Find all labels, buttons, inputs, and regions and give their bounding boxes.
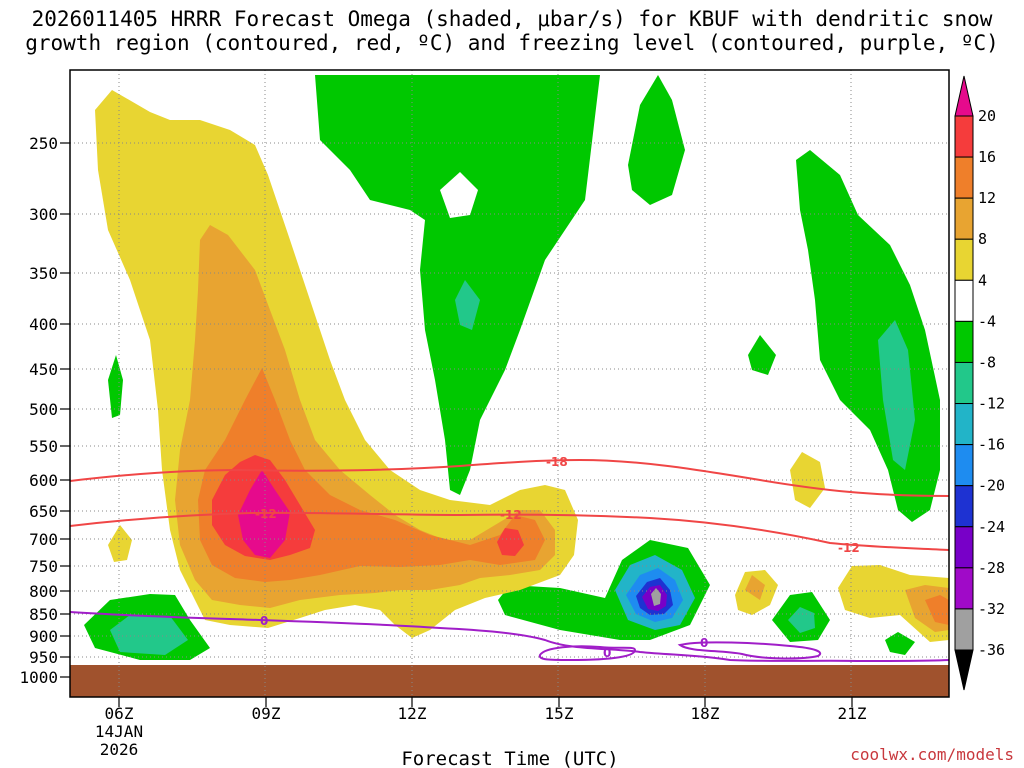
omega-area-gray-core — [651, 588, 661, 606]
omega-shading — [70, 75, 949, 697]
omega-area-green-peak — [628, 75, 685, 205]
x-tick-date-label: 14JAN — [95, 722, 143, 741]
y-tick-label: 800 — [29, 582, 58, 601]
colorbar-label: 20 — [978, 107, 996, 125]
y-tick-label: 550 — [29, 437, 58, 456]
omega-area-yellow-right-blob — [790, 452, 825, 508]
omega-area-yellow-small-left — [108, 525, 132, 562]
y-tick-label: 350 — [29, 264, 58, 283]
omega-area-green-small — [748, 335, 776, 375]
colorbar-label: -28 — [978, 559, 1005, 577]
colorbar-segment — [954, 444, 974, 487]
omega-area-green-tiny — [885, 632, 915, 655]
freezing-label-0-left: 0 — [260, 614, 268, 628]
colorbar-segment — [954, 361, 974, 405]
omega-area-teal-upper — [455, 280, 480, 330]
y-axis: 250 300 350 400 450 500 550 600 650 700 750 800 850 9… — [19, 134, 70, 687]
freezing-contour-main — [70, 611, 949, 663]
colorbar-label: -16 — [978, 436, 1005, 454]
y-tick-label: 250 — [29, 134, 58, 153]
y-tick-label: 650 — [29, 502, 58, 521]
freezing-label-0-mid: 0 — [603, 646, 611, 660]
colorbar-segment — [954, 526, 974, 569]
x-tick-label: 21Z — [838, 704, 867, 723]
colorbar-label: -4 — [978, 312, 996, 330]
chart-title-line-2: growth region (contoured, red, ºC) and f… — [25, 31, 999, 55]
y-tick-label: 950 — [29, 648, 58, 667]
freezing-contour-loop1 — [538, 645, 637, 662]
y-tick-label: 500 — [29, 400, 58, 419]
omega-area-red-small — [497, 528, 524, 556]
omega-area-teal-right — [878, 320, 915, 470]
colorbar-label: 12 — [978, 189, 996, 207]
colorbar-label: -36 — [978, 641, 1005, 659]
y-tick-label: 600 — [29, 471, 58, 490]
colorbar-segment — [954, 485, 974, 528]
dgz-contour-minus12 — [70, 511, 949, 551]
y-tick-label: 1000 — [19, 668, 58, 687]
x-tick-year-label: 2026 — [100, 740, 139, 759]
omega-area-green-upper — [315, 75, 600, 495]
colorbar-segment — [954, 279, 974, 322]
grid-lines — [70, 70, 949, 697]
dgz-label-minus18: -18 — [546, 455, 568, 469]
colorbar-segment — [954, 320, 974, 363]
x-tick-label: 09Z — [252, 704, 281, 723]
colorbar-label: 16 — [978, 148, 996, 166]
colorbar-segment — [954, 238, 974, 281]
colorbar-label: -20 — [978, 477, 1005, 495]
colorbar-segment — [954, 567, 974, 610]
y-tick-label: 300 — [29, 205, 58, 224]
omega-area-gold-right — [745, 575, 765, 600]
colorbar-label: -12 — [978, 395, 1005, 413]
omega-area-orange-right — [925, 595, 949, 625]
y-tick-label: 900 — [29, 627, 58, 646]
y-tick-label: 700 — [29, 530, 58, 549]
colorbar-label: -8 — [978, 353, 996, 371]
dgz-label-minus12-mid: -12 — [500, 508, 522, 522]
source-credit: coolwx.com/models — [850, 745, 1014, 764]
chart-title-line-1: 2026011405 HRRR Forecast Omega (shaded, … — [31, 7, 993, 31]
colorbar-segment-bottom — [954, 649, 974, 691]
colorbar-segment — [954, 197, 974, 240]
colorbar-segment — [954, 608, 974, 651]
x-axis-label: Forecast Time (UTC) — [401, 748, 618, 768]
colorbar-segment — [954, 156, 974, 199]
omega-area-teal-lower-left — [110, 615, 188, 655]
colorbar: 20 16 12 8 4 -4 -8 -12 -16 -20 -24 -28 -32 -36 — [954, 75, 1005, 691]
x-tick-label: 15Z — [545, 704, 574, 723]
omega-area-yellow-right-lower — [838, 565, 949, 642]
dgz-label-minus12-left: -12 — [255, 507, 277, 521]
colorbar-segment-top — [954, 75, 974, 117]
omega-area-white-hole — [440, 172, 478, 218]
y-tick-label: 850 — [29, 605, 58, 624]
freezing-label-0-right: 0 — [700, 636, 708, 650]
colorbar-label: 8 — [978, 230, 987, 248]
colorbar-label: -32 — [978, 600, 1005, 618]
colorbar-segment — [954, 115, 974, 158]
colorbar-label: 4 — [978, 271, 987, 289]
x-tick-label: 12Z — [398, 704, 427, 723]
y-tick-label: 450 — [29, 360, 58, 379]
y-tick-label: 750 — [29, 557, 58, 576]
dgz-contour-minus18 — [70, 458, 949, 497]
x-tick-label: 18Z — [691, 704, 720, 723]
y-tick-label: 400 — [29, 315, 58, 334]
colorbar-segment — [954, 403, 974, 446]
x-tick-label: 06Z — [105, 704, 134, 723]
plot-frame — [69, 69, 950, 698]
ground-surface — [70, 665, 949, 697]
dgz-label-minus12-right: -12 — [838, 541, 860, 555]
omega-area-magenta-core — [238, 470, 290, 558]
freezing-contour-loop2 — [677, 641, 822, 660]
colorbar-label: -24 — [978, 518, 1005, 536]
